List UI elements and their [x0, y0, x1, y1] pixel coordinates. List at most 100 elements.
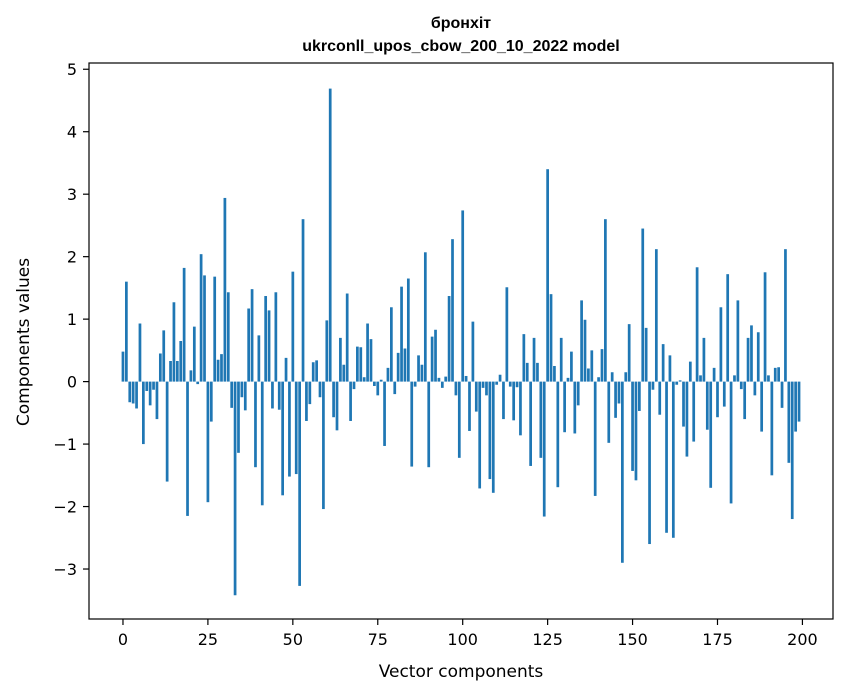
bar	[767, 375, 770, 382]
bar	[182, 267, 186, 382]
bar	[203, 275, 206, 382]
bar	[158, 353, 162, 382]
bar	[542, 381, 546, 517]
bar	[474, 381, 478, 412]
bar	[169, 360, 172, 382]
y-tick-label: 2	[67, 248, 77, 267]
bar	[756, 332, 760, 382]
bar	[651, 381, 655, 390]
bar	[736, 300, 740, 382]
bar	[539, 381, 543, 458]
bar	[386, 367, 390, 382]
bar	[549, 294, 553, 382]
x-tick-label: 75	[368, 630, 388, 649]
y-tick-label: 0	[67, 373, 77, 392]
y-tick-label: 3	[67, 185, 77, 204]
bar	[274, 292, 278, 382]
bar	[719, 307, 723, 382]
y-tick-label: 4	[67, 123, 77, 142]
bar	[682, 381, 685, 427]
bar	[780, 381, 784, 408]
bar	[495, 381, 499, 385]
bar	[654, 249, 658, 382]
x-tick-label: 200	[787, 630, 818, 649]
bar	[508, 381, 512, 387]
bar	[288, 381, 291, 477]
bar	[257, 335, 261, 382]
bar	[668, 355, 672, 382]
bar	[722, 381, 726, 407]
chart-title: бронхіт	[431, 15, 491, 32]
bar	[471, 321, 475, 382]
bar	[356, 346, 359, 382]
bar	[638, 381, 641, 411]
bar	[413, 381, 417, 387]
bar	[563, 381, 566, 433]
bar	[634, 381, 638, 481]
bar	[417, 355, 420, 382]
x-tick-label: 125	[532, 630, 563, 649]
y-axis-label: Components values	[14, 258, 34, 426]
bar	[729, 381, 733, 504]
bar	[128, 381, 132, 403]
bar	[488, 381, 492, 480]
bar	[352, 381, 356, 390]
bar	[532, 337, 536, 382]
y-tick-label: −1	[53, 435, 77, 454]
bar	[512, 381, 516, 421]
bar	[525, 362, 529, 382]
bar	[444, 376, 448, 382]
bar	[403, 348, 407, 382]
bar	[305, 381, 308, 421]
bar	[410, 381, 414, 467]
bar	[186, 381, 189, 516]
bar	[427, 381, 431, 468]
bar	[587, 368, 590, 382]
bar	[658, 381, 662, 415]
bar	[604, 219, 607, 382]
bar	[216, 359, 220, 382]
x-axis-ticks: 0 25 50 75 100 125 150 175 200	[118, 619, 818, 649]
bar	[230, 381, 234, 408]
bar	[322, 381, 325, 510]
bar	[318, 381, 322, 398]
bar	[461, 210, 465, 382]
bar	[451, 239, 454, 382]
bar	[209, 381, 213, 422]
bar	[797, 381, 801, 422]
bar	[678, 380, 682, 382]
bar	[790, 381, 794, 520]
bar	[206, 381, 210, 503]
bar	[406, 278, 410, 382]
bar	[794, 381, 797, 432]
x-tick-label: 50	[283, 630, 303, 649]
bar	[519, 381, 522, 436]
bar	[315, 360, 318, 382]
bar	[753, 381, 757, 396]
bar	[712, 367, 716, 382]
bar	[437, 377, 441, 382]
bar	[675, 381, 679, 385]
bar	[291, 271, 295, 382]
bar	[464, 375, 468, 382]
bar	[223, 197, 227, 382]
bar	[247, 308, 251, 382]
bar	[423, 252, 427, 382]
bar	[750, 325, 753, 382]
bar	[515, 381, 519, 388]
bar	[155, 381, 159, 420]
bar	[491, 381, 495, 493]
bar	[233, 381, 237, 596]
bar	[213, 276, 217, 382]
y-tick-label: 1	[67, 310, 77, 329]
bar	[777, 367, 780, 382]
bar	[553, 365, 556, 382]
bar	[332, 381, 335, 418]
plot-frame	[88, 62, 834, 620]
bar	[716, 381, 719, 418]
x-tick-label: 150	[617, 630, 648, 649]
bar	[746, 337, 750, 382]
y-tick-label: 5	[67, 60, 77, 79]
bar	[335, 381, 339, 431]
bar	[536, 362, 539, 382]
